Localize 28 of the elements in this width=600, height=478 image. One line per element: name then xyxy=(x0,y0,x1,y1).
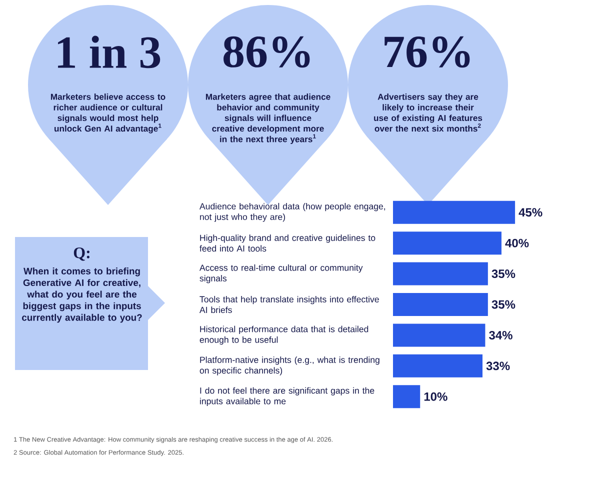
bar xyxy=(393,354,482,378)
data-label: 45% xyxy=(518,208,542,217)
data-label: 40% xyxy=(505,238,529,248)
y-tick-label: Historical performance data that is detailed enough to be useful xyxy=(200,326,368,345)
data-label: 35% xyxy=(492,270,516,278)
text: Q: xyxy=(74,248,90,261)
data-label: 10% xyxy=(424,392,448,401)
text: Marketers believe access to richer audience or cultural signals would most help unlock Gen AI advantage$^{1}$ xyxy=(50,94,166,134)
y-tick-label: Platform-native insights (e.g., what is trending on specific channels) xyxy=(200,356,380,376)
data-label: 35% xyxy=(492,300,516,309)
bar xyxy=(393,262,488,286)
y-tick-label: I do not feel there are significant gaps in the inputs available to me xyxy=(200,387,374,406)
text: 76% xyxy=(384,36,470,68)
bar xyxy=(393,324,486,347)
text: Advertisers say they are likely to increase their use of existing AI features over the next six months$^{2}$ xyxy=(374,94,482,132)
data-label: 34% xyxy=(489,330,512,340)
y-tick-label: Access to real-time cultural or community signals xyxy=(199,264,363,284)
bar xyxy=(393,292,488,316)
text: When it comes to briefing Generative AI for creative, what do you feel are the biggest gaps in the inputs currently available to you? xyxy=(22,268,142,323)
bar xyxy=(393,385,420,408)
text: 86% xyxy=(224,36,310,68)
bar xyxy=(393,232,502,255)
y-tick-label: Audience behavioral data (how people engage, not just who they are) xyxy=(199,202,386,222)
text: 1 in 3 xyxy=(58,36,160,68)
y-tick-label: High-quality brand and creative guidelines to feed into AI tools xyxy=(200,234,376,252)
text: Marketers agree that audience behavior and community signals will influence creative development more in the next three years$^{1}$ xyxy=(206,94,330,144)
y-tick-label: Tools that help translate insights into effective AI briefs xyxy=(199,296,379,314)
data-label: 33% xyxy=(486,362,510,370)
